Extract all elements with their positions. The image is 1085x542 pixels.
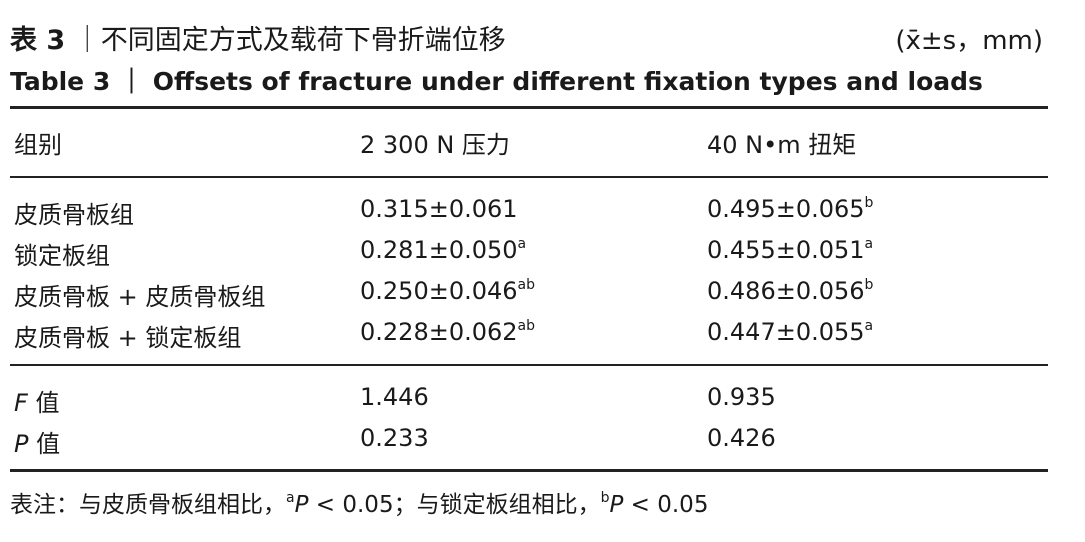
label-text: 皮质骨板 + 锁定板组 — [14, 324, 242, 352]
rule — [10, 176, 1048, 178]
value-cell: 1.446 — [360, 383, 429, 411]
value: 0.447±0.055 — [707, 318, 865, 346]
footnote-text: 表注：与皮质骨板组相比， — [10, 492, 286, 518]
superscript: a — [864, 318, 874, 334]
label-text: 值 — [36, 430, 61, 458]
superscript: a — [864, 236, 874, 252]
value-cell: 0.935 — [707, 383, 776, 411]
value: 0.486±0.056 — [707, 277, 865, 305]
title-text: 不同固定方式及载荷下骨折端位移 — [100, 25, 506, 56]
label-text: 皮质骨板组 — [14, 201, 134, 229]
label-text: 皮质骨板 + 皮质骨板组 — [14, 283, 266, 311]
p-symbol: P — [609, 492, 624, 518]
superscript: ab — [517, 277, 535, 293]
label-text: 值 — [35, 389, 60, 417]
label-text: 锁定板组 — [14, 242, 110, 270]
value-cell: 0.233 — [360, 424, 429, 452]
rule — [10, 469, 1048, 472]
stat-symbol: P — [14, 430, 29, 458]
footnote: 表注：与皮质骨板组相比，aP < 0.05；与锁定板组相比，bP < 0.05 — [10, 485, 708, 519]
value: 0.233 — [360, 424, 429, 452]
row-label: F 值 — [14, 383, 59, 418]
title-label: 表 3 — [10, 25, 66, 56]
value: 0.455±0.051 — [707, 236, 865, 264]
value-cell: 0.486±0.056b — [707, 277, 873, 305]
header-cell: 2 300 N 压力 — [360, 131, 510, 159]
rule — [10, 106, 1048, 109]
value: 0.228±0.062 — [360, 318, 518, 346]
superscript: b — [864, 195, 874, 211]
p-symbol: P — [294, 492, 309, 518]
header-cell: 40 N•m 扭矩 — [707, 131, 857, 159]
value: 0.281±0.050 — [360, 236, 518, 264]
value-cell: 0.315±0.061 — [360, 195, 518, 223]
stat-symbol: F — [14, 389, 28, 417]
value-cell: 0.250±0.046ab — [360, 277, 535, 305]
rule — [10, 364, 1048, 366]
title-en: Table 3 ｜ Offsets of fracture under diff… — [10, 62, 983, 98]
value-cell: 0.426 — [707, 424, 776, 452]
row-label: 皮质骨板 + 锁定板组 — [14, 318, 241, 353]
value: 0.935 — [707, 383, 776, 411]
separator: ｜ — [118, 67, 144, 96]
value-cell: 0.495±0.065b — [707, 195, 873, 223]
value: 1.446 — [360, 383, 429, 411]
value: 0.250±0.046 — [360, 277, 518, 305]
title-cn: 表 3 ｜不同固定方式及载荷下骨折端位移 — [10, 18, 506, 57]
header-cell: 组别 — [14, 131, 62, 159]
superscript: ab — [517, 318, 535, 334]
row-label: P 值 — [14, 424, 60, 459]
value: 0.315±0.061 — [360, 195, 518, 223]
value-cell: 0.447±0.055a — [707, 318, 873, 346]
footnote-text: < 0.05 — [623, 492, 709, 518]
title-text: Offsets of fracture under different fixa… — [152, 67, 983, 96]
superscript: a — [286, 490, 295, 506]
superscript: b — [600, 490, 610, 506]
value-cell: 0.455±0.051a — [707, 236, 873, 264]
value-cell: 0.228±0.062ab — [360, 318, 535, 346]
unit: (x̄±s，mm) — [895, 26, 1043, 56]
value-cell: 0.281±0.050a — [360, 236, 526, 264]
row-label: 皮质骨板 + 皮质骨板组 — [14, 277, 265, 312]
value: 0.426 — [707, 424, 776, 452]
row-label: 皮质骨板组 — [14, 195, 134, 230]
title-label: Table 3 — [10, 67, 111, 96]
superscript: a — [517, 236, 527, 252]
row-label: 锁定板组 — [14, 236, 110, 271]
footnote-text: < 0.05；与锁定板组相比， — [308, 492, 601, 518]
separator: ｜ — [73, 25, 101, 56]
value: 0.495±0.065 — [707, 195, 865, 223]
superscript: b — [864, 277, 874, 293]
